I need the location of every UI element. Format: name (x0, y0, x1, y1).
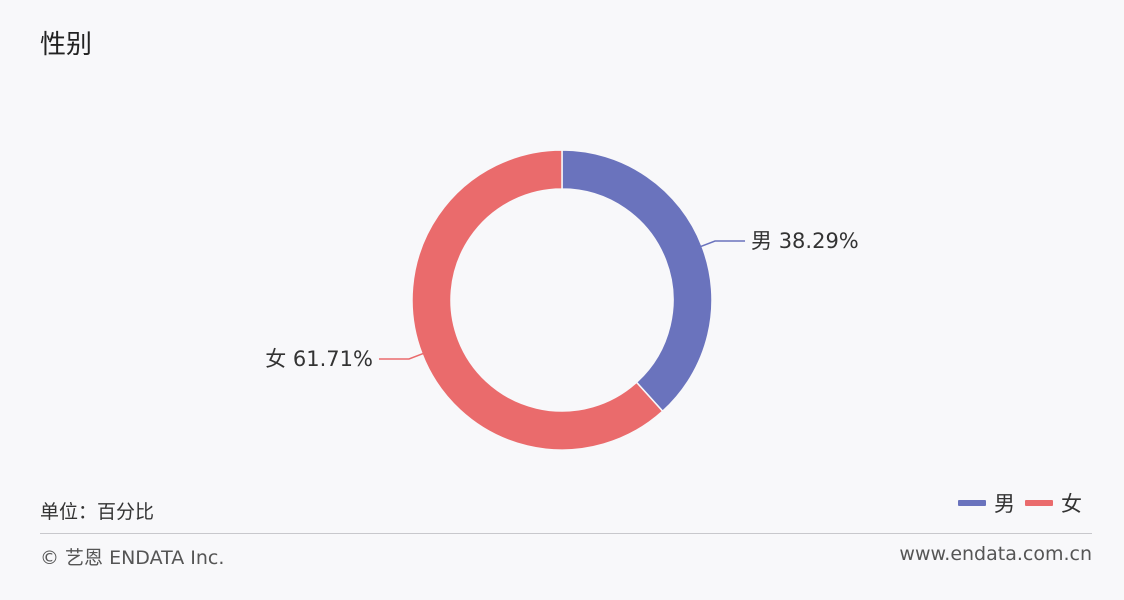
chart-legend: 男 女 (958, 488, 1082, 518)
footer-divider (40, 533, 1092, 534)
leader-line-male (696, 240, 746, 249)
legend-label-female: 女 (1061, 492, 1082, 516)
legend-swatch-female (1025, 500, 1053, 506)
leader-line-female (378, 351, 428, 360)
legend-swatch-male (958, 500, 986, 506)
legend-label-male: 男 (994, 492, 1015, 516)
donut-slice-female[interactable] (411, 149, 664, 451)
donut-slice-male[interactable] (561, 149, 713, 413)
slice-label-male: 男 38.29% (751, 229, 859, 253)
copyright-text: © 艺恩 ENDATA Inc. (40, 547, 225, 569)
legend-item-female[interactable]: 女 (1025, 488, 1082, 518)
website-link[interactable]: www.endata.com.cn (899, 543, 1092, 565)
unit-note: 单位：百分比 (40, 501, 155, 523)
slice-label-female: 女 61.71% (265, 347, 373, 371)
chart-title: 性别 (40, 30, 93, 60)
legend-item-male[interactable]: 男 (958, 488, 1015, 518)
